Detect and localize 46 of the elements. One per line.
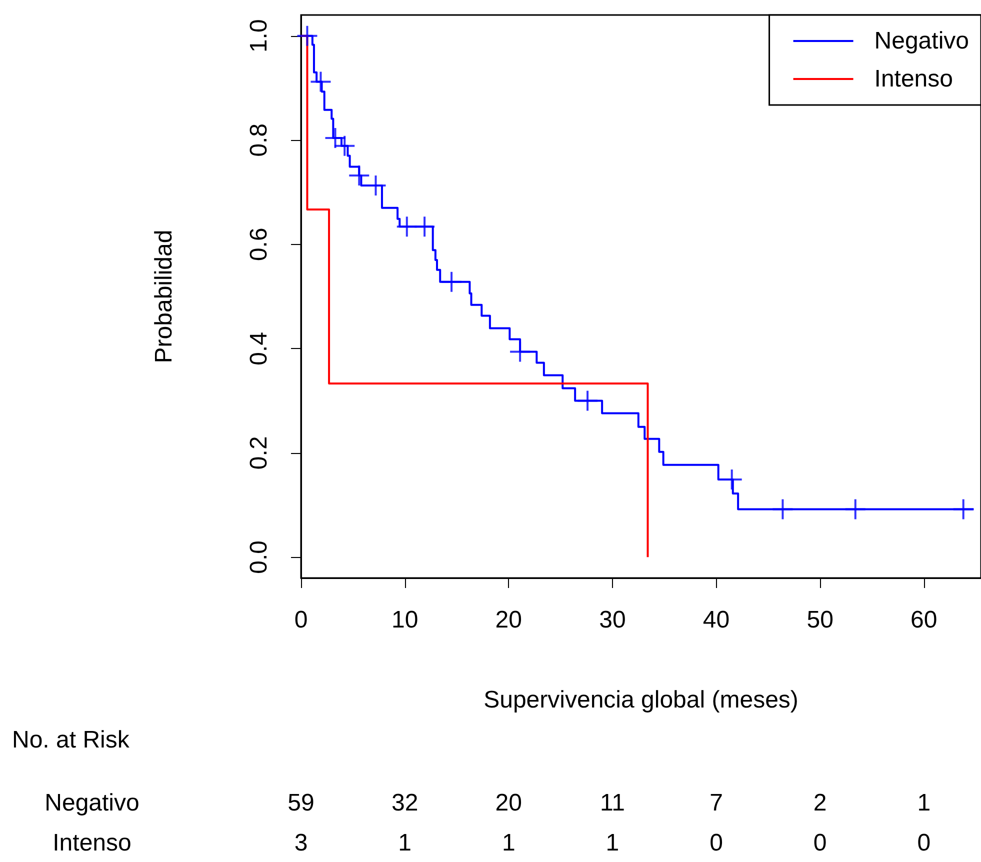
point xyxy=(334,136,355,156)
y-tick-label: 0.8 xyxy=(246,123,272,157)
x-tick-label: 30 xyxy=(599,606,626,634)
x-tick-label: 50 xyxy=(806,606,834,634)
text: 1 xyxy=(398,830,412,856)
y-tick-label: 0.4 xyxy=(246,332,272,366)
text: 2 xyxy=(813,790,827,816)
text: 0 xyxy=(710,830,723,856)
text: 7 xyxy=(710,790,723,816)
point xyxy=(578,390,598,411)
x-tick-label: 40 xyxy=(702,606,730,634)
point xyxy=(310,72,331,92)
text: No. at Risk xyxy=(12,726,130,754)
text: 3 xyxy=(294,830,308,856)
y-tick-label: 0.6 xyxy=(246,228,272,262)
y-tick-label: 0.2 xyxy=(246,436,272,470)
x-tick-label: 10 xyxy=(391,606,418,634)
text: 20 xyxy=(495,790,522,816)
x-tick-label: 0 xyxy=(294,606,308,634)
text: 0 xyxy=(813,830,827,856)
text: Negativo xyxy=(44,790,140,816)
point xyxy=(414,216,435,237)
point xyxy=(510,342,530,362)
x-axis-title: Supervivencia global (meses) xyxy=(484,686,798,714)
text: Intenso xyxy=(52,830,132,856)
text: 1 xyxy=(917,790,931,816)
y-tick-label: 0.0 xyxy=(246,540,272,574)
point xyxy=(297,26,318,46)
text: 11 xyxy=(600,790,625,816)
text: 0 xyxy=(917,830,931,856)
legend-label: Negativo xyxy=(874,28,970,54)
point xyxy=(772,499,793,520)
text: 1 xyxy=(606,830,620,856)
point xyxy=(845,499,866,520)
x-tick-label: 20 xyxy=(495,606,522,634)
point xyxy=(396,216,417,237)
text: 1 xyxy=(502,830,516,856)
legend-label: Intenso xyxy=(874,66,954,92)
x-tick-label: 60 xyxy=(910,606,938,634)
y-axis-title: Probabilidad xyxy=(150,230,178,364)
point xyxy=(349,166,370,186)
point xyxy=(953,499,974,520)
point xyxy=(442,272,462,292)
y-tick-label: 1.0 xyxy=(246,19,272,53)
text: 32 xyxy=(391,790,418,816)
text: 59 xyxy=(288,790,314,816)
